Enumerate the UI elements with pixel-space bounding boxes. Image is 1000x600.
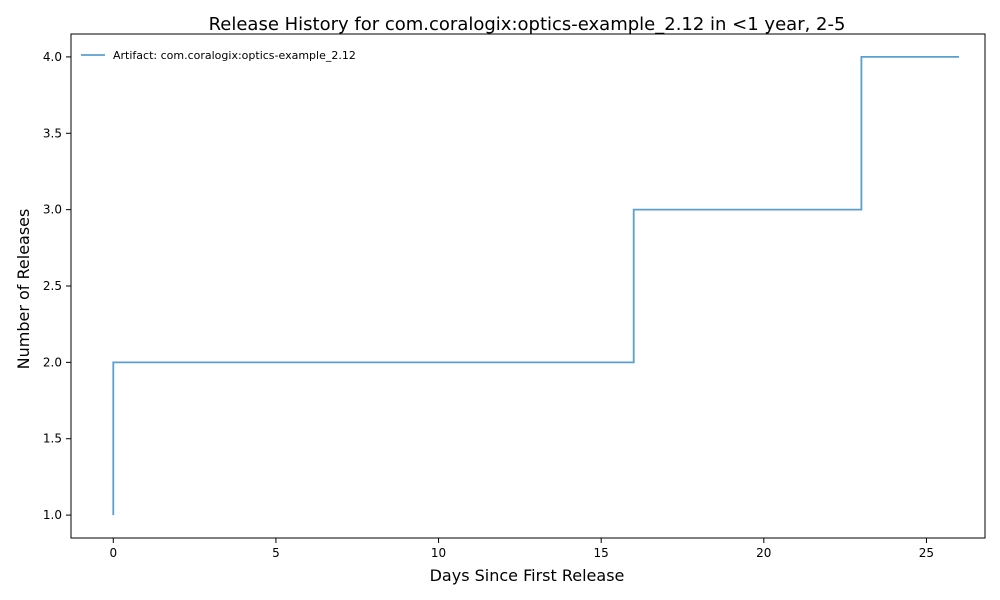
x-axis-label: Days Since First Release <box>430 566 625 585</box>
x-tick-label: 15 <box>594 546 609 560</box>
y-tick-label: 4.0 <box>43 50 62 64</box>
y-tick-label: 1.5 <box>43 432 62 446</box>
y-tick-label: 3.5 <box>43 126 62 140</box>
legend-label: Artifact: com.coralogix:optics-example_2… <box>113 49 356 62</box>
legend: Artifact: com.coralogix:optics-example_2… <box>81 49 356 62</box>
chart-title: Release History for com.coralogix:optics… <box>209 14 846 35</box>
y-tick-label: 2.0 <box>43 355 62 369</box>
x-tick-label: 0 <box>109 546 117 560</box>
release-history-line <box>112 56 959 516</box>
y-tick-label: 3.0 <box>43 203 62 217</box>
y-axis-label: Number of Releases <box>14 209 33 370</box>
x-tick-label: 20 <box>756 546 771 560</box>
x-axis-ticks: 0 5 10 15 20 25 <box>109 538 934 560</box>
x-tick-label: 25 <box>919 546 934 560</box>
y-tick-label: 2.5 <box>43 279 62 293</box>
x-tick-label: 10 <box>431 546 446 560</box>
y-tick-label: 1.0 <box>43 508 62 522</box>
y-axis-ticks: 1.0 1.5 2.0 2.5 3.0 3.5 4.0 <box>43 50 71 522</box>
x-tick-label: 5 <box>272 546 280 560</box>
